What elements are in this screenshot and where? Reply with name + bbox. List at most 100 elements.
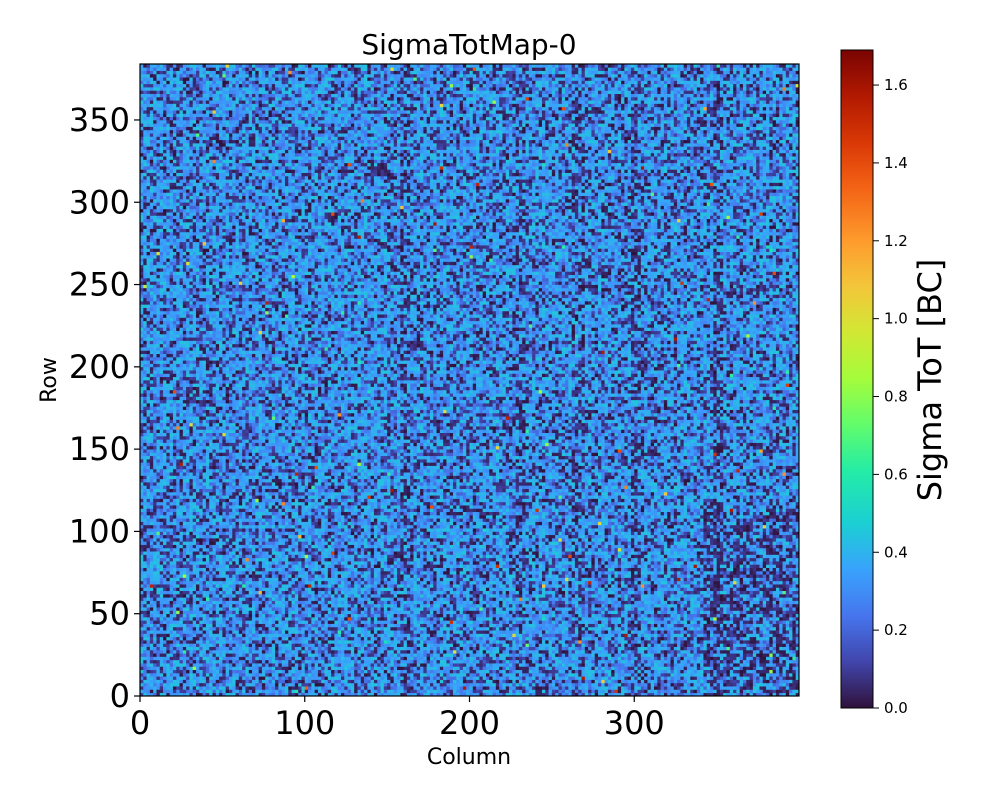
heatmap-cell xyxy=(265,672,269,677)
heatmap-cell xyxy=(555,666,559,671)
heatmap-cell xyxy=(726,630,731,634)
heatmap-cell xyxy=(156,630,161,634)
heatmap-cell xyxy=(462,613,467,618)
heatmap-cell xyxy=(719,663,724,667)
heatmap-cell xyxy=(215,617,220,621)
heatmap-cell xyxy=(795,643,799,647)
heatmap-cell xyxy=(762,666,767,671)
heatmap-cell xyxy=(196,623,200,628)
heatmap-cell xyxy=(196,663,200,667)
heatmap-cell xyxy=(541,666,546,671)
heatmap-cell xyxy=(209,643,213,647)
heatmap-cell xyxy=(222,676,227,680)
heatmap-cell xyxy=(169,623,174,628)
heatmap-cell xyxy=(255,633,259,638)
heatmap-cell xyxy=(621,669,625,674)
heatmap-cell xyxy=(545,676,549,680)
heatmap-cell xyxy=(528,640,533,644)
heatmap-cell xyxy=(304,617,309,621)
heatmap-cell xyxy=(601,679,605,684)
heatmap-cell xyxy=(232,617,236,621)
heatmap-cell xyxy=(640,643,645,647)
heatmap-cell xyxy=(683,653,688,657)
heatmap-cell xyxy=(357,640,362,644)
heatmap-cell xyxy=(795,663,799,667)
heatmap-cell xyxy=(548,630,553,634)
heatmap-cell xyxy=(436,626,441,631)
heatmap-cell xyxy=(156,640,161,644)
heatmap-cell xyxy=(420,676,424,680)
heatmap-cell xyxy=(644,672,648,677)
heatmap-cell xyxy=(700,682,704,687)
heatmap-cell xyxy=(182,617,187,621)
heatmap-cell xyxy=(377,669,381,674)
heatmap-cell xyxy=(387,617,391,621)
heatmap-cell xyxy=(644,663,648,667)
heatmap-cell xyxy=(265,617,269,621)
heatmap-cell xyxy=(317,620,322,624)
heatmap-cell xyxy=(762,679,767,684)
heatmap-cell xyxy=(248,692,253,696)
heatmap-cell xyxy=(775,692,780,696)
heatmap-cell xyxy=(492,656,497,661)
heatmap-cell xyxy=(462,669,467,674)
heatmap-cell xyxy=(172,617,177,621)
heatmap-cell xyxy=(446,663,451,667)
heatmap-cell xyxy=(172,649,177,654)
heatmap-cell xyxy=(637,682,642,687)
heatmap-cell xyxy=(228,617,233,621)
heatmap-cell xyxy=(413,630,418,634)
heatmap-cell xyxy=(186,669,190,674)
heatmap-cell xyxy=(690,692,694,696)
heatmap-cell xyxy=(785,692,790,696)
heatmap-cell xyxy=(739,653,744,657)
heatmap-cell xyxy=(196,626,200,631)
heatmap-cell xyxy=(390,636,395,641)
heatmap-cell xyxy=(166,653,171,657)
heatmap-cell xyxy=(472,630,477,634)
heatmap-cell xyxy=(367,623,372,628)
heatmap-cell xyxy=(301,676,306,680)
heatmap-cell xyxy=(390,623,395,628)
heatmap-cell xyxy=(308,623,312,628)
heatmap-cell xyxy=(347,636,352,641)
heatmap-cell xyxy=(614,620,619,624)
heatmap-cell xyxy=(565,613,569,618)
heatmap-cell xyxy=(377,689,381,694)
heatmap-cell xyxy=(354,669,358,674)
heatmap-cell xyxy=(294,679,299,684)
heatmap-cell xyxy=(535,620,540,624)
heatmap-cell xyxy=(390,663,395,667)
heatmap-cell xyxy=(294,613,299,618)
heatmap-cell xyxy=(578,672,582,677)
heatmap-cell xyxy=(453,686,457,690)
heatmap-cell xyxy=(591,676,596,680)
heatmap-cell xyxy=(321,676,325,680)
heatmap-cell xyxy=(614,656,619,661)
heatmap-cell xyxy=(397,623,401,628)
heatmap-cell xyxy=(601,640,605,644)
heatmap-cell xyxy=(370,663,375,667)
heatmap-cell xyxy=(469,682,474,687)
heatmap-cell xyxy=(693,617,698,621)
heatmap-cell xyxy=(433,692,437,696)
heatmap-cell xyxy=(759,682,764,687)
heatmap-cell xyxy=(522,669,526,674)
heatmap-cell xyxy=(370,640,375,644)
heatmap-cell xyxy=(710,646,714,651)
heatmap-cell xyxy=(621,649,625,654)
heatmap-cell xyxy=(594,649,599,654)
heatmap-cell xyxy=(472,613,477,618)
heatmap-cell xyxy=(772,653,777,657)
heatmap-cell xyxy=(518,676,523,680)
heatmap-cell xyxy=(406,649,411,654)
heatmap-cell xyxy=(317,672,322,677)
heatmap-cell xyxy=(630,686,635,690)
heatmap-cell xyxy=(416,663,421,667)
heatmap-cell xyxy=(225,663,230,667)
heatmap-cell xyxy=(594,630,599,634)
heatmap-cell xyxy=(453,640,457,644)
heatmap-cell xyxy=(205,666,210,671)
heatmap-cell xyxy=(314,689,319,694)
heatmap-cell xyxy=(449,686,454,690)
